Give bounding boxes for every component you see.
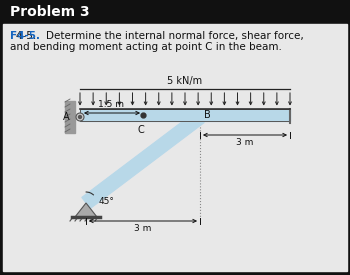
Text: 3 m: 3 m	[134, 224, 152, 233]
Text: B: B	[204, 110, 211, 120]
Text: 5 kN/m: 5 kN/m	[167, 76, 203, 86]
Text: F4-5.: F4-5.	[10, 31, 40, 41]
Bar	[3, 24, 347, 271]
Circle shape	[76, 113, 84, 121]
Circle shape	[78, 116, 82, 119]
Text: 45°: 45°	[99, 197, 115, 205]
Text: and bending moment acting at point C in the beam.: and bending moment acting at point C in …	[10, 42, 282, 52]
Polygon shape	[75, 203, 97, 217]
Text: 3 m: 3 m	[236, 138, 254, 147]
Text: C: C	[138, 125, 144, 135]
Text: A: A	[63, 112, 69, 122]
Text: Problem 3: Problem 3	[10, 5, 90, 19]
Polygon shape	[82, 111, 204, 209]
Text: F4-5.   Determine the internal normal force, shear force,: F4-5. Determine the internal normal forc…	[10, 31, 304, 41]
Bar	[80, 109, 290, 121]
Bar	[3, 1, 347, 23]
Bar	[80, 109, 290, 121]
Bar	[65, 101, 75, 133]
Text: 1.5 m: 1.5 m	[98, 100, 125, 109]
